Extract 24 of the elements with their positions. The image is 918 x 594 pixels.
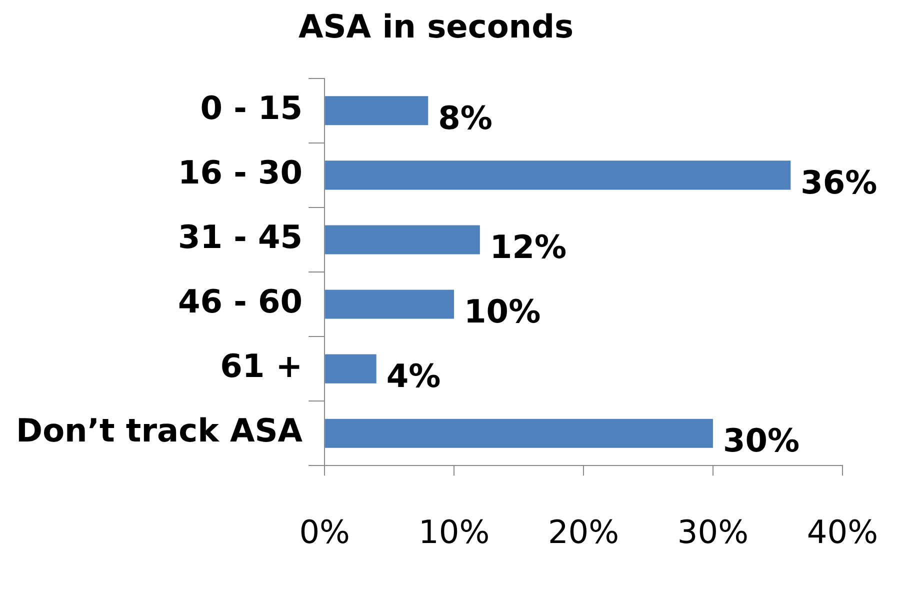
x-tick-label: 20%: [548, 513, 620, 552]
data-label: 36%: [800, 164, 878, 202]
y-tick-label: 46 - 60: [178, 282, 303, 321]
y-tick-label: Don’t track ASA: [16, 412, 303, 450]
data-label: 30%: [722, 422, 800, 460]
bar: [325, 418, 713, 448]
y-tick-label: 16 - 30: [178, 154, 303, 192]
x-tick-label: 30%: [677, 513, 749, 552]
bar: [325, 225, 480, 254]
y-tick-label: 31 - 45: [178, 218, 303, 256]
y-tick-label: 61 +: [220, 347, 303, 386]
bar: [325, 354, 376, 384]
data-label: 8%: [438, 98, 492, 137]
data-label: 4%: [386, 357, 441, 396]
chart-title: ASA in seconds: [298, 8, 574, 46]
x-tick-label: 0%: [299, 513, 350, 552]
x-tick-label: 10%: [418, 513, 490, 552]
bar: [325, 160, 791, 190]
bar: [325, 96, 428, 126]
data-label: 12%: [490, 228, 567, 266]
x-tick-label: 40%: [806, 513, 878, 552]
bar: [325, 290, 454, 319]
data-label: 10%: [464, 292, 541, 331]
y-tick-label: 0 - 15: [200, 88, 303, 127]
